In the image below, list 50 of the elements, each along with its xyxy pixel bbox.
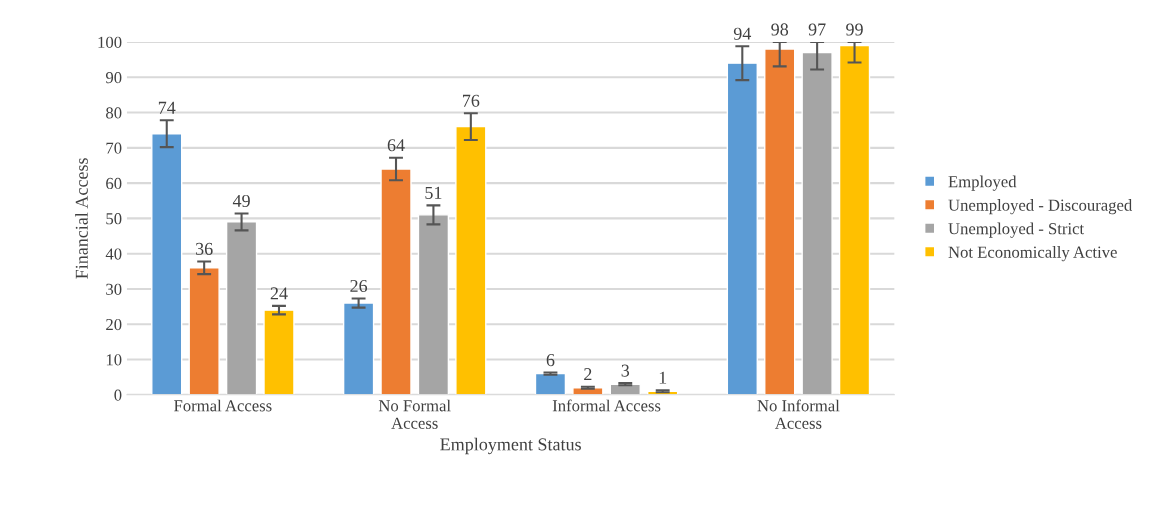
legend-label: Employed	[948, 175, 1017, 191]
data-label: 98	[771, 23, 789, 36]
data-label: 74	[158, 101, 176, 114]
y-tick-label: 20	[106, 318, 122, 331]
y-tick-label: 60	[106, 177, 122, 190]
bar	[380, 168, 412, 395]
data-label: 49	[232, 194, 250, 208]
legend-label: Unemployed - Strict	[948, 222, 1085, 238]
bar	[838, 44, 871, 395]
y-tick-label: 100	[98, 36, 122, 48]
y-tick-label: 30	[106, 283, 122, 295]
bar	[455, 125, 487, 395]
y-tick-label: 40	[105, 248, 122, 260]
bar	[801, 51, 833, 395]
y-tick-label: 10	[106, 354, 122, 366]
bar	[263, 309, 295, 395]
data-label: 24	[270, 287, 288, 300]
y-tick-label: 50	[106, 213, 122, 225]
data-label: 97	[808, 23, 826, 36]
bar	[417, 214, 450, 395]
data-label: 3	[621, 364, 630, 377]
x-axis-title: Employment Status	[440, 437, 581, 455]
x-tick-label: No Informal Access	[757, 399, 840, 429]
data-label: 51	[425, 186, 442, 199]
data-label: 6	[546, 353, 555, 367]
data-label: 64	[387, 139, 405, 152]
data-label: 26	[350, 279, 368, 293]
y-tick-label: 70	[106, 142, 122, 154]
x-tick-label: Informal Access	[552, 399, 661, 412]
bar	[764, 48, 796, 395]
bar	[225, 221, 258, 395]
bar	[151, 133, 183, 395]
bar	[726, 62, 758, 395]
legend-label: Unemployed - Discouraged	[948, 199, 1133, 215]
y-tick-label: 80	[106, 107, 122, 119]
bar	[342, 302, 375, 395]
y-tick-label: 0	[114, 389, 122, 401]
data-label: 99	[846, 23, 863, 36]
legend-label: Not Economically Active	[948, 246, 1117, 262]
x-tick-label: Formal Access	[174, 399, 272, 412]
data-label: 94	[733, 27, 752, 40]
data-label: 76	[463, 94, 480, 107]
data-label: 36	[196, 242, 213, 255]
bar	[188, 267, 220, 395]
data-label: 2	[584, 368, 592, 381]
y-tick-label: 90	[105, 71, 122, 84]
x-tick-label: No Formal Access	[378, 399, 451, 429]
data-label: 1	[659, 371, 667, 384]
y-axis-title: Financial Access	[75, 158, 88, 279]
bar	[534, 372, 567, 395]
